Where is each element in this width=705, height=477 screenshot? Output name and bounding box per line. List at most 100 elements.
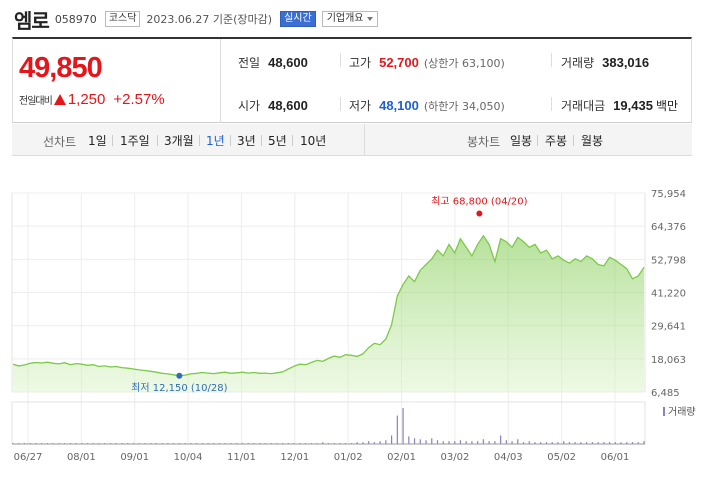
- prev-close-stat: 전일 48,600: [238, 54, 308, 71]
- x-tick-label: 02/01: [387, 452, 416, 463]
- volume-bar: [540, 442, 542, 444]
- volume-bar: [608, 442, 611, 444]
- volume-bar: [517, 439, 519, 444]
- candle-monthly[interactable]: 월봉: [581, 134, 604, 148]
- price-chart[interactable]: 75,954 64,376 52,798 41,220 29,641 18,063 6,48…: [0, 175, 705, 477]
- volume-bar: [459, 440, 462, 444]
- volume-bar: [385, 440, 387, 444]
- x-tick-label: 09/01: [120, 452, 149, 463]
- volume-bar: [603, 442, 605, 444]
- volume-bar: [563, 441, 565, 444]
- chevron-down-icon: [366, 17, 373, 21]
- volume-bar: [465, 441, 467, 444]
- volume-bar: [402, 408, 404, 444]
- period-3y[interactable]: 3년: [237, 134, 256, 148]
- volume-bar: [379, 441, 381, 444]
- volume-frame: [11, 401, 646, 445]
- trough-marker: [176, 372, 183, 379]
- company-info-button[interactable]: 기업개요: [321, 11, 378, 27]
- volume-bar: [528, 441, 530, 444]
- period-10y[interactable]: 10년: [300, 134, 327, 148]
- volume-bar: [499, 435, 502, 444]
- peak-marker: [476, 210, 483, 217]
- volume-bar: [373, 442, 375, 444]
- change-row: 전일대비 1,250 +2.57%: [19, 91, 165, 108]
- volume-legend-label: 거래량: [668, 406, 696, 418]
- volume-bar: [471, 441, 473, 444]
- period-1y[interactable]: 1년: [206, 134, 225, 148]
- volume-bar: [534, 442, 536, 444]
- volume-bar: [522, 442, 525, 444]
- volume-bar: [580, 442, 582, 444]
- low-stat: 저가 48,100 (하한가 34,050): [349, 97, 505, 114]
- volume-bar: [419, 439, 421, 444]
- volume-value: 383,016: [602, 55, 650, 70]
- trade-amount-stat: 거래대금 19,435 백만: [561, 97, 678, 114]
- change-rate: +2.57%: [113, 91, 165, 108]
- volume-stat: 거래량 383,016: [561, 54, 649, 71]
- volume-bar: [322, 442, 324, 444]
- stock-header: 엠로 058970 코스닥 2023.06.27 기준(장마감) 실시간 기업개…: [14, 5, 378, 33]
- period-3m[interactable]: 3개월: [164, 134, 194, 148]
- upper-limit: (상한가 63,100): [423, 57, 505, 70]
- volume-bar: [368, 441, 370, 444]
- realtime-button[interactable]: 실시간: [280, 11, 316, 27]
- volume-bar: [614, 442, 616, 444]
- price-line: [12, 234, 645, 377]
- up-arrow-icon: [53, 94, 66, 105]
- period-1d[interactable]: 1일: [88, 134, 107, 148]
- volume-bar: [591, 442, 593, 444]
- x-tick-label: 05/02: [547, 452, 576, 463]
- volume-bar: [626, 442, 628, 444]
- y-tick-label: 18,063: [651, 355, 686, 366]
- volume-bar: [482, 439, 484, 444]
- volume-bar: [431, 438, 433, 444]
- y-tick-label: 41,220: [651, 289, 686, 300]
- trade-amount-label: 거래대금: [561, 99, 606, 113]
- volume-label: 거래량: [561, 56, 595, 70]
- candle-daily[interactable]: 일봉: [510, 134, 533, 148]
- x-tick-label: 01/02: [334, 452, 363, 463]
- lower-limit: (하한가 34,050): [423, 100, 505, 113]
- y-tick-label: 52,798: [651, 255, 686, 266]
- volume-bar: [413, 438, 416, 444]
- x-tick-label: 06/01: [601, 452, 630, 463]
- y-tick-label: 64,376: [651, 222, 686, 233]
- open-stat: 시가 48,600: [238, 97, 308, 114]
- change-label: 전일대비: [19, 96, 53, 107]
- volume-legend-swatch: [663, 407, 665, 416]
- volume-bar: [586, 442, 588, 444]
- period-1w[interactable]: 1주일: [120, 134, 150, 148]
- volume-bar: [442, 441, 444, 444]
- open-value: 48,600: [268, 98, 308, 113]
- volume-bar: [408, 436, 410, 444]
- volume-bar: [545, 442, 548, 444]
- x-tick-label: 06/27: [14, 452, 43, 463]
- volume-bar: [425, 440, 427, 444]
- low-value: 48,100: [379, 98, 419, 113]
- peak-label: 최고 68,800 (04/20): [431, 195, 527, 207]
- price-area: [13, 235, 644, 392]
- trade-amount-unit: 백만: [655, 99, 679, 113]
- volume-bar: [356, 442, 358, 444]
- period-5y[interactable]: 5년: [268, 134, 287, 148]
- candle-weekly[interactable]: 주봉: [545, 134, 568, 148]
- volume-bar: [551, 442, 553, 444]
- company-info-label: 기업개요: [326, 13, 364, 24]
- volume-bar: [631, 442, 634, 444]
- volume-bar: [436, 440, 439, 444]
- x-tick-label: 04/03: [494, 452, 523, 463]
- high-value: 52,700: [379, 55, 419, 70]
- current-price: 49,850: [19, 52, 103, 84]
- trough-label: 최저 12,150 (10/28): [131, 382, 227, 394]
- volume-bar: [454, 441, 456, 444]
- market-badge: 코스닥: [104, 11, 141, 27]
- period-bar: 선차트 1일 1주일 3개월 1년 3년 5년 10년 봉차트 일봉 주봉 월봉: [12, 124, 692, 156]
- stock-code: 058970: [54, 12, 97, 26]
- prev-close-label: 전일: [238, 56, 261, 70]
- change-value: 1,250: [67, 91, 106, 108]
- y-tick-label: 6,485: [651, 388, 680, 399]
- volume-bar: [637, 442, 639, 444]
- volume-bar: [568, 442, 571, 444]
- volume-bar: [488, 441, 490, 444]
